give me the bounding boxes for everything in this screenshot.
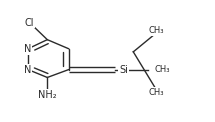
Text: CH₃: CH₃ [148,26,164,35]
Text: CH₃: CH₃ [155,65,170,74]
Text: N: N [24,44,32,54]
Text: CH₃: CH₃ [148,88,164,97]
Text: NH₂: NH₂ [38,90,57,100]
Text: Si: Si [119,65,128,75]
Text: N: N [24,65,32,75]
Text: Cl: Cl [24,18,34,28]
